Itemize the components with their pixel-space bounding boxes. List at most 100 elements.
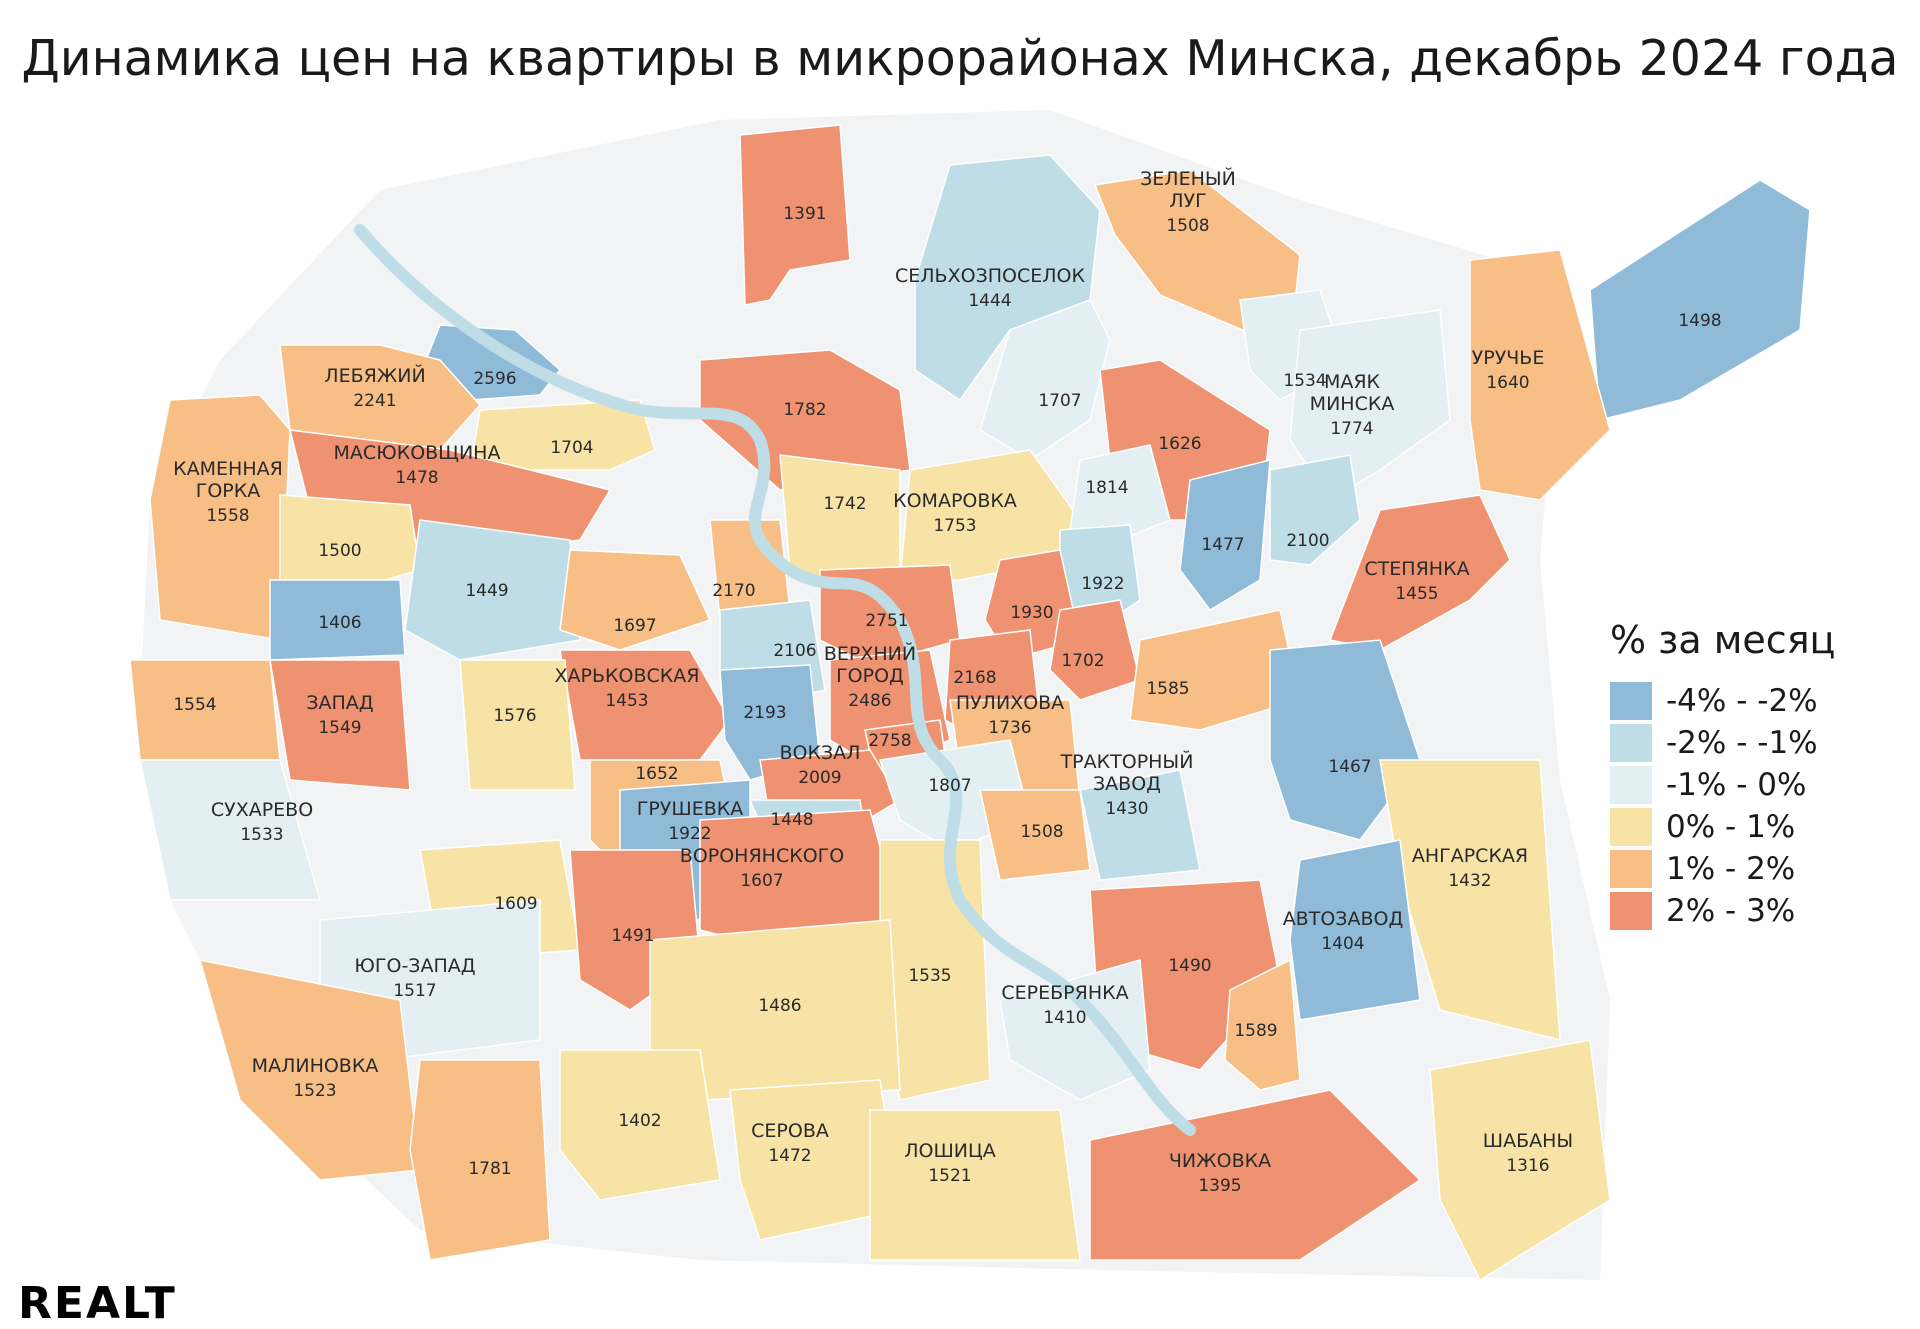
district-name: СЕЛЬХОЗПОСЕЛОК xyxy=(895,265,1086,287)
district-area xyxy=(1469,249,1611,501)
district-name: ХАРЬКОВСКАЯ xyxy=(555,665,700,687)
legend-label: -1% - 0% xyxy=(1666,767,1807,803)
district-name: ВЕРХНИЙ xyxy=(824,642,916,665)
district-area xyxy=(459,659,576,791)
district-price: 2758 xyxy=(868,731,911,751)
district-area xyxy=(559,649,731,761)
district-name: СЕРЕБРЯНКА xyxy=(1001,982,1128,1004)
district-price: 1576 xyxy=(493,706,536,726)
district-area xyxy=(1328,494,1511,651)
district-price: 1609 xyxy=(494,894,537,914)
district-price: 1626 xyxy=(1158,434,1201,454)
district-price: 1467 xyxy=(1328,757,1371,777)
district-price: 2106 xyxy=(773,641,816,661)
district-area xyxy=(198,959,421,1181)
district-price: 2596 xyxy=(473,369,516,389)
district-area xyxy=(979,299,1111,461)
district-area xyxy=(559,1049,721,1201)
district-price: 2100 xyxy=(1286,531,1329,551)
district-price: 1508 xyxy=(1020,822,1063,842)
district-price: 1782 xyxy=(783,400,826,420)
district-area xyxy=(1224,958,1301,1091)
district-name: ЗАПАД xyxy=(306,692,373,714)
legend-label: 1% - 2% xyxy=(1666,851,1796,887)
district-name: ЛУГ xyxy=(1169,190,1206,212)
district-price: 1395 xyxy=(1198,1176,1241,1196)
district-area xyxy=(979,789,1091,881)
district-price: 1549 xyxy=(318,718,361,738)
district-price: 1498 xyxy=(1678,311,1721,331)
district-price: 1558 xyxy=(206,506,249,526)
district-area xyxy=(269,659,411,791)
district-price: 1448 xyxy=(770,810,813,830)
district-area xyxy=(1269,639,1421,841)
district-price: 1472 xyxy=(768,1146,811,1166)
district-name: КАМЕННАЯ xyxy=(173,458,283,480)
district-price: 1774 xyxy=(1330,419,1373,439)
legend-label: 0% - 1% xyxy=(1666,809,1796,845)
district-price: 1554 xyxy=(173,695,216,715)
district-name: ШАБАНЫ xyxy=(1483,1130,1573,1152)
district-price: 1449 xyxy=(465,581,508,601)
district-area xyxy=(139,759,321,901)
map-title: Динамика цен на квартиры в микрорайонах … xyxy=(21,30,1899,87)
district-price: 1316 xyxy=(1506,1156,1549,1176)
district-name: ПУЛИХОВА xyxy=(956,692,1064,714)
district-area xyxy=(1129,609,1301,731)
district-area xyxy=(1079,769,1201,881)
river xyxy=(354,224,1196,1136)
district-name: МАЛИНОВКА xyxy=(252,1055,379,1077)
district-name: АНГАРСКАЯ xyxy=(1412,845,1528,867)
district-price: 1517 xyxy=(393,981,436,1001)
district-price: 1707 xyxy=(1038,391,1081,411)
legend-swatch xyxy=(1610,850,1652,888)
district-price: 1535 xyxy=(908,966,951,986)
district-price: 1430 xyxy=(1105,799,1148,819)
district-name: ТРАКТОРНЫЙ xyxy=(1060,750,1194,773)
district-price: 2241 xyxy=(353,391,396,411)
district-name: ЗАВОД xyxy=(1093,773,1161,795)
legend-swatch xyxy=(1610,724,1652,762)
district-area xyxy=(999,959,1151,1101)
legend-item: -4% - -2% xyxy=(1610,680,1835,722)
district-area xyxy=(1589,179,1811,421)
district-name: МИНСКА xyxy=(1310,393,1395,415)
legend-item: 0% - 1% xyxy=(1610,806,1835,848)
district-price: 1523 xyxy=(293,1081,336,1101)
district-area xyxy=(729,1079,901,1241)
legend-item: -2% - -1% xyxy=(1610,722,1835,764)
district-area xyxy=(404,519,581,661)
district-price: 1410 xyxy=(1043,1008,1086,1028)
district-area xyxy=(1049,599,1141,701)
district-area xyxy=(1179,459,1271,611)
district-price: 1781 xyxy=(468,1159,511,1179)
district-price: 1490 xyxy=(1168,956,1211,976)
district-price: 1508 xyxy=(1166,216,1209,236)
legend-item: -1% - 0% xyxy=(1610,764,1835,806)
legend-swatch xyxy=(1610,682,1652,720)
district-price: 1736 xyxy=(988,718,1031,738)
district-price: 1444 xyxy=(968,291,1011,311)
district-price: 1922 xyxy=(668,824,711,844)
district-price: 1807 xyxy=(928,776,971,796)
district-name: ГОРОД xyxy=(836,665,904,687)
district-price: 1534 xyxy=(1283,371,1326,391)
district-name: ЛЕБЯЖИЙ xyxy=(324,364,425,387)
realt-logo: REALT xyxy=(18,1278,177,1329)
district-price: 1640 xyxy=(1486,373,1529,393)
district-price: 1585 xyxy=(1146,679,1189,699)
district-price: 2009 xyxy=(798,768,841,788)
district-price: 1533 xyxy=(240,825,283,845)
district-area xyxy=(1069,444,1171,541)
district-name: СУХАРЕВО xyxy=(211,799,313,821)
legend-item: 1% - 2% xyxy=(1610,848,1835,890)
district-price: 1607 xyxy=(740,871,783,891)
district-price: 1652 xyxy=(635,764,678,784)
district-price: 1500 xyxy=(318,541,361,561)
district-price: 1432 xyxy=(1448,871,1491,891)
legend-swatch xyxy=(1610,892,1652,930)
district-price: 1814 xyxy=(1085,478,1128,498)
district-price: 1486 xyxy=(758,996,801,1016)
district-price: 1521 xyxy=(928,1166,971,1186)
legend-title: % за месяц xyxy=(1610,618,1836,662)
